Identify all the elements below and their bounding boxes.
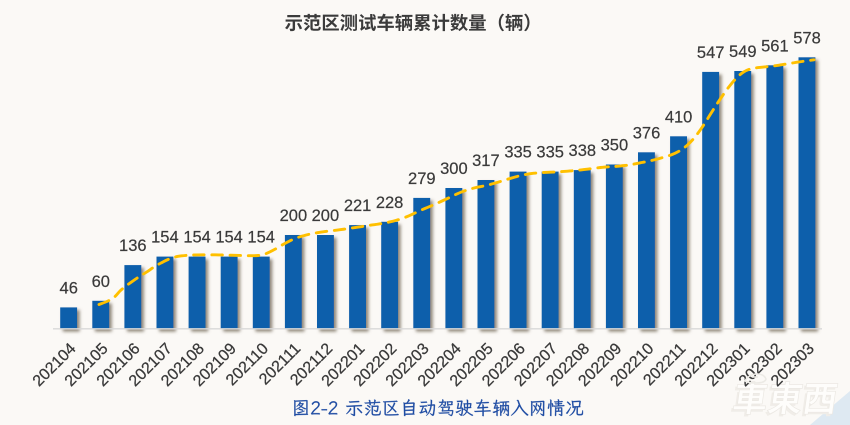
svg-text:221: 221 — [344, 197, 372, 215]
svg-text:154: 154 — [183, 229, 211, 247]
svg-text:228: 228 — [376, 194, 404, 212]
svg-text:547: 547 — [697, 44, 725, 62]
svg-text:200: 200 — [280, 207, 308, 225]
svg-text:549: 549 — [729, 43, 757, 61]
svg-text:200: 200 — [312, 207, 340, 225]
svg-text:410: 410 — [665, 108, 693, 126]
svg-text:46: 46 — [60, 279, 78, 297]
svg-text:335: 335 — [536, 144, 564, 162]
svg-text:317: 317 — [472, 152, 500, 170]
svg-text:60: 60 — [92, 273, 110, 291]
svg-text:376: 376 — [633, 124, 661, 142]
svg-text:561: 561 — [761, 37, 789, 55]
svg-text:350: 350 — [601, 137, 629, 155]
svg-text:335: 335 — [504, 144, 532, 162]
svg-text:338: 338 — [569, 142, 597, 160]
svg-text:154: 154 — [215, 229, 243, 247]
svg-text:279: 279 — [408, 170, 436, 188]
svg-text:154: 154 — [247, 229, 275, 247]
svg-text:136: 136 — [119, 237, 147, 255]
svg-text:154: 154 — [151, 229, 179, 247]
svg-text:300: 300 — [440, 160, 468, 178]
svg-text:578: 578 — [793, 29, 821, 47]
